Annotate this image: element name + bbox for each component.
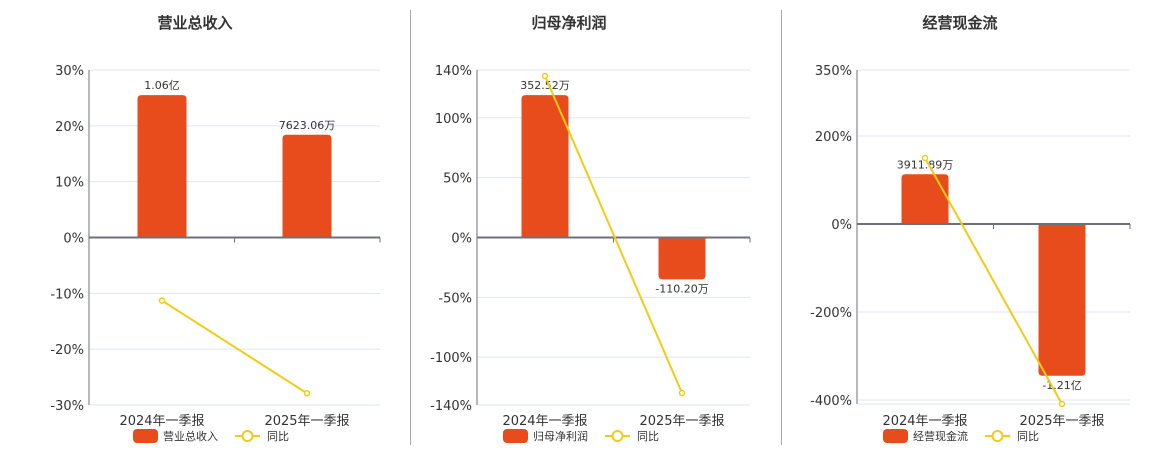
yoy-point xyxy=(158,297,166,304)
yoy-line xyxy=(924,157,1063,405)
legend-bar-swatch xyxy=(503,429,528,443)
yoy-point xyxy=(678,389,686,397)
y-tick-label: 0% xyxy=(831,218,852,233)
bar-value-label: 7623.06万 xyxy=(279,119,336,132)
chart-separator-2 xyxy=(781,10,782,445)
chart-title: 营业总收入 xyxy=(157,14,232,32)
y-tick-label: -140% xyxy=(430,399,472,414)
legend: 经营现金流 同比 xyxy=(883,429,1039,443)
y-tick-label: -20% xyxy=(50,343,84,358)
y-tick-label: 100% xyxy=(435,112,472,127)
x-category-label: 2025年一季报 xyxy=(639,414,724,429)
y-tick-label: -50% xyxy=(438,291,472,306)
bar-value-label: -110.20万 xyxy=(655,282,708,295)
legend-bar-swatch xyxy=(883,429,908,443)
y-tick-label: 50% xyxy=(443,172,472,187)
bar xyxy=(658,237,706,280)
y-tick-label: 200% xyxy=(815,130,852,145)
y-tick-label: 30% xyxy=(55,64,84,79)
legend-line-label: 同比 xyxy=(267,430,289,443)
legend-bar-label: 经营现金流 xyxy=(913,429,968,443)
chart-separator-1 xyxy=(410,10,411,445)
chart-title: 归母净利润 xyxy=(531,14,606,32)
chart-1: 营业总收入 30% 20% 10% 0% -10% -20% -30% 1.06亿 7623.06… xyxy=(50,14,381,443)
y-tick-label: -400% xyxy=(810,394,852,409)
x-category-label: 2024年一季报 xyxy=(882,414,967,429)
x-category-label: 2024年一季报 xyxy=(119,414,204,429)
y-tick-label: 10% xyxy=(55,176,84,191)
bar xyxy=(901,174,949,224)
yoy-point xyxy=(921,154,929,162)
y-tick-label: 0% xyxy=(451,232,472,247)
legend-line-label: 同比 xyxy=(1017,430,1039,443)
legend-line-label: 同比 xyxy=(637,430,659,443)
legend-line-icon xyxy=(241,430,254,442)
bar xyxy=(282,134,332,238)
bar-value-label: 3911.89万 xyxy=(897,158,954,171)
y-tick-label: -30% xyxy=(50,399,84,414)
legend-bar-label: 归母净利润 xyxy=(533,429,588,443)
bar xyxy=(1038,224,1086,376)
chart-title: 经营现金流 xyxy=(922,14,997,32)
yoy-line xyxy=(161,299,308,395)
y-tick-label: 140% xyxy=(435,64,472,79)
legend: 归母净利润 同比 xyxy=(503,429,659,443)
bar xyxy=(137,95,187,238)
x-category-label: 2024年一季报 xyxy=(502,414,587,429)
x-category-label: 2025年一季报 xyxy=(1019,414,1104,429)
bar-value-label: 352.52万 xyxy=(520,79,570,92)
bar-value-label: 1.06亿 xyxy=(144,79,180,92)
y-tick-label: -100% xyxy=(430,351,472,366)
y-tick-label: -200% xyxy=(810,306,852,321)
y-tick-label: 0% xyxy=(63,232,84,247)
yoy-point xyxy=(303,390,311,397)
chart-3: 经营现金流 350% 200% 0% -200% -400% 3911.89万 -1.21亿 2… xyxy=(810,14,1131,443)
legend-line-icon xyxy=(611,430,624,442)
yoy-point xyxy=(1058,400,1066,408)
legend-line-icon xyxy=(991,430,1004,442)
chart-2: 归母净利润 140% 100% 50% 0% -50% -100% -140% 352.52万 -… xyxy=(430,14,751,443)
x-category-label: 2025年一季报 xyxy=(264,414,349,429)
legend: 营业总收入 同比 xyxy=(133,429,289,443)
legend-bar-swatch xyxy=(133,429,158,443)
bar-value-label: -1.21亿 xyxy=(1042,379,1081,392)
bar xyxy=(521,95,569,238)
y-tick-label: -10% xyxy=(50,287,84,302)
y-tick-label: 20% xyxy=(55,120,84,135)
yoy-line xyxy=(544,75,683,394)
y-tick-label: 350% xyxy=(815,64,852,79)
yoy-point xyxy=(541,72,549,80)
legend-bar-label: 营业总收入 xyxy=(163,429,218,443)
